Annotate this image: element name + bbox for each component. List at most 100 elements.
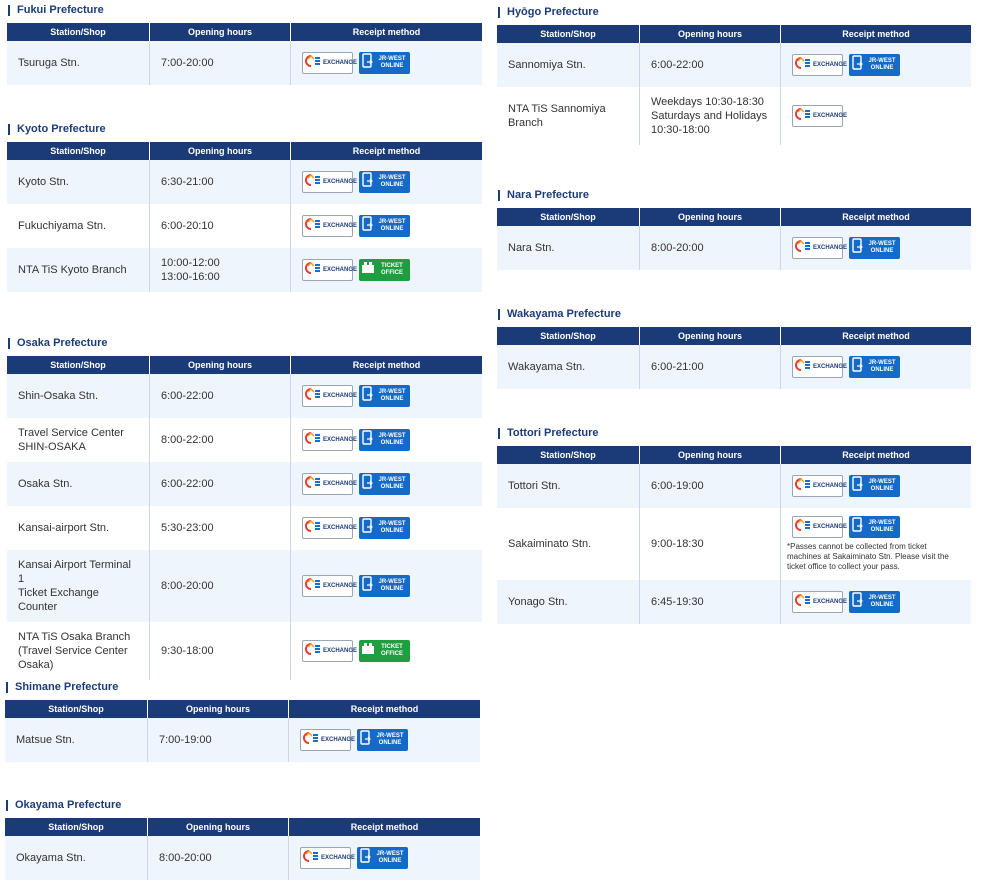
receipt-badge: JR-WEST ONLINE bbox=[849, 237, 900, 259]
badge-text: JR-WEST ONLINE bbox=[376, 733, 404, 746]
section-title: Fukui Prefecture bbox=[8, 5, 482, 16]
icon bbox=[305, 261, 320, 274]
hours-cell: 8:00-20:00 bbox=[640, 226, 781, 270]
receipt-badge: JR-WEST ONLINE bbox=[359, 429, 410, 451]
badge-icon bbox=[361, 474, 375, 494]
table-row: Nara Stn. 8:00-20:00 EXCHANGE JR-WEST ONLIN… bbox=[497, 226, 971, 270]
badge-text: EXCHANGE bbox=[813, 482, 848, 489]
table-row: Yonago Stn. 6:45-19:30 EXCHANGE JR-WEST ONL… bbox=[497, 580, 971, 624]
icon bbox=[362, 262, 374, 273]
icon bbox=[362, 53, 373, 68]
badge-group: EXCHANGE bbox=[792, 105, 847, 127]
header-cell: Station/Shop bbox=[497, 446, 640, 464]
table-body: Nara Stn. 8:00-20:00 EXCHANGE JR-WEST ONLIN… bbox=[497, 226, 971, 270]
badge-text: EXCHANGE bbox=[321, 736, 356, 743]
badge-icon bbox=[359, 848, 373, 868]
station-cell: NTA TiS Kyoto Branch bbox=[7, 248, 150, 292]
table: Station/Shop Opening hours Receipt method K… bbox=[7, 142, 482, 292]
badge-group: EXCHANGE TICKET OFFICE bbox=[302, 259, 410, 281]
station-cell: Okayama Stn. bbox=[5, 836, 148, 880]
icon bbox=[362, 518, 373, 533]
header-cell: Receipt method bbox=[350, 704, 419, 714]
receipt-badge: JR-WEST ONLINE bbox=[359, 517, 410, 539]
badge-text: EXCHANGE bbox=[323, 178, 358, 185]
section-title: Kyoto Prefecture bbox=[8, 124, 482, 135]
badge-icon bbox=[851, 238, 865, 258]
table-row: Kyoto Stn. 6:30-21:00 EXCHANGE JR-WEST ONLI… bbox=[7, 160, 482, 204]
receipt-badge: EXCHANGE bbox=[302, 385, 357, 407]
badge-group: EXCHANGE TICKET OFFICE bbox=[302, 640, 410, 662]
receipt-cell: EXCHANGE JR-WEST ONLINE bbox=[781, 580, 971, 624]
receipt-badge: EXCHANGE bbox=[302, 52, 358, 74]
receipt-badge: EXCHANGE bbox=[792, 475, 848, 497]
table-row: NTA TiS Osaka Branch (Travel Service Cen… bbox=[7, 622, 482, 680]
header-cell: Station/Shop bbox=[5, 818, 148, 836]
badge-group: EXCHANGE JR-WEST ONLINE bbox=[792, 356, 900, 378]
icon bbox=[795, 518, 810, 531]
badge-group: EXCHANGE JR-WEST ONLINE bbox=[302, 52, 410, 74]
table-header: Station/Shop Opening hours Receipt method bbox=[7, 356, 482, 374]
header-cell: Station/Shop bbox=[5, 700, 148, 718]
icon bbox=[362, 474, 373, 489]
badge-text: JR-WEST ONLINE bbox=[378, 175, 406, 188]
receipt-badge: JR-WEST ONLINE bbox=[359, 575, 410, 597]
badge-group: EXCHANGE JR-WEST ONLINE bbox=[792, 237, 900, 259]
prefecture-section: Shimane Prefecture Station/Shop Opening ho… bbox=[5, 682, 480, 762]
icon bbox=[362, 172, 373, 187]
prefecture-section: Nara Prefecture Station/Shop Opening hours… bbox=[497, 190, 971, 270]
badge-group: EXCHANGE JR-WEST ONLINE bbox=[302, 429, 410, 451]
table-body: Tottori Stn. 6:00-19:00 EXCHANGE JR-WEST ON… bbox=[497, 464, 971, 624]
receipt-cell: EXCHANGE JR-WEST ONLINE bbox=[291, 160, 482, 204]
station-cell: Tsuruga Stn. bbox=[7, 41, 150, 85]
header-cell: Receipt method bbox=[352, 360, 421, 370]
table-row: NTA TiS Kyoto Branch 10:00-12:00 13:00-16… bbox=[7, 248, 482, 292]
icon bbox=[852, 55, 863, 70]
header-cell: Opening hours bbox=[150, 142, 291, 160]
icon bbox=[852, 517, 863, 532]
receipt-badge: EXCHANGE bbox=[302, 640, 358, 662]
section-title: Shimane Prefecture bbox=[6, 682, 480, 693]
icon bbox=[795, 239, 810, 252]
header-cell: Opening hours bbox=[640, 208, 781, 226]
table-body: Kyoto Stn. 6:30-21:00 EXCHANGE JR-WEST ONLI… bbox=[7, 160, 482, 292]
hours-cell: 9:00-18:30 bbox=[640, 508, 781, 580]
badge-group: EXCHANGE JR-WEST ONLINE bbox=[302, 385, 410, 407]
badge-text: EXCHANGE bbox=[323, 647, 358, 654]
table-row: Shin-Osaka Stn. 6:00-22:00 EXCHANGE JR-WEST… bbox=[7, 374, 482, 418]
receipt-note: *Passes cannot be collected from ticket … bbox=[787, 542, 949, 571]
section-title: Tottori Prefecture bbox=[498, 428, 971, 439]
badge-text: JR-WEST ONLINE bbox=[868, 479, 896, 492]
badge-icon bbox=[851, 592, 865, 612]
header-cell: Station/Shop bbox=[7, 142, 150, 160]
receipt-badge: EXCHANGE bbox=[300, 729, 356, 751]
badge-group: EXCHANGE JR-WEST ONLINE bbox=[792, 475, 900, 497]
table: Station/Shop Opening hours Receipt method M… bbox=[5, 700, 480, 762]
station-cell: Matsue Stn. bbox=[5, 718, 148, 762]
receipt-badge: JR-WEST ONLINE bbox=[359, 215, 410, 237]
receipt-badge: EXCHANGE bbox=[302, 575, 357, 597]
badge-icon bbox=[361, 430, 375, 450]
section-title: Osaka Prefecture bbox=[8, 338, 482, 349]
badge-text: EXCHANGE bbox=[323, 436, 358, 443]
badge-icon bbox=[795, 56, 811, 74]
receipt-badge: JR-WEST ONLINE bbox=[359, 52, 410, 74]
badge-text: EXCHANGE bbox=[813, 244, 848, 251]
prefecture-section: Osaka Prefecture Station/Shop Opening hour… bbox=[7, 338, 482, 680]
table-row: Tottori Stn. 6:00-19:00 EXCHANGE JR-WEST ON… bbox=[497, 464, 971, 508]
table-body: Matsue Stn. 7:00-19:00 EXCHANGE JR-WEST ONL… bbox=[5, 718, 480, 762]
badge-text: EXCHANGE bbox=[323, 59, 358, 66]
badge-text: JR-WEST ONLINE bbox=[868, 520, 896, 533]
badge-icon bbox=[851, 517, 865, 537]
receipt-cell: EXCHANGE JR-WEST ONLINE bbox=[291, 204, 482, 248]
table-body: Wakayama Stn. 6:00-21:00 EXCHANGE JR-WEST O… bbox=[497, 345, 971, 389]
badge-text: EXCHANGE bbox=[323, 222, 358, 229]
receipt-badge: EXCHANGE bbox=[792, 105, 847, 127]
badge-icon bbox=[305, 173, 321, 191]
receipt-badge: JR-WEST ONLINE bbox=[359, 473, 410, 495]
station-cell: Tottori Stn. bbox=[497, 464, 640, 508]
receipt-badge: TICKET OFFICE bbox=[359, 259, 410, 281]
table-header: Station/Shop Opening hours Receipt method bbox=[497, 446, 971, 464]
table-body: Okayama Stn. 8:00-20:00 EXCHANGE JR-WEST ON… bbox=[5, 836, 480, 880]
badge-text: JR-WEST ONLINE bbox=[376, 851, 404, 864]
icon bbox=[305, 173, 320, 186]
